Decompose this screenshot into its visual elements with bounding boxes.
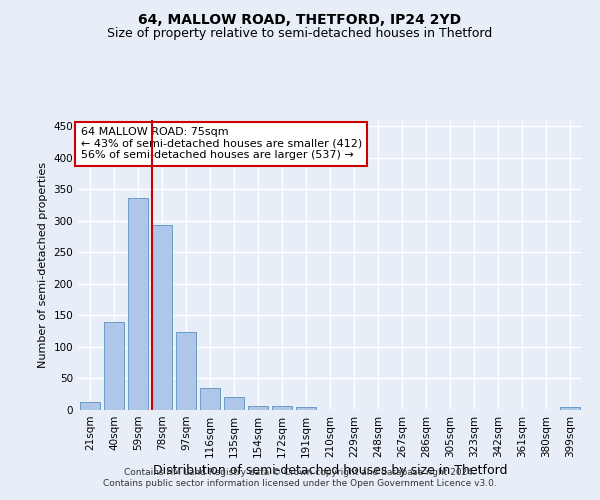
Bar [272, 406, 292, 410]
Text: Contains HM Land Registry data © Crown copyright and database right 2024.
Contai: Contains HM Land Registry data © Crown c… [103, 468, 497, 487]
Bar [200, 388, 220, 410]
Bar [80, 402, 100, 410]
Bar [248, 406, 268, 410]
Bar [176, 332, 196, 410]
Bar [104, 322, 124, 410]
Bar [128, 198, 148, 410]
X-axis label: Distribution of semi-detached houses by size in Thetford: Distribution of semi-detached houses by … [153, 464, 507, 477]
Y-axis label: Number of semi-detached properties: Number of semi-detached properties [38, 162, 48, 368]
Bar [224, 398, 244, 410]
Bar [152, 224, 172, 410]
Text: 64 MALLOW ROAD: 75sqm
← 43% of semi-detached houses are smaller (412)
56% of sem: 64 MALLOW ROAD: 75sqm ← 43% of semi-deta… [80, 127, 362, 160]
Bar [560, 408, 580, 410]
Bar [296, 407, 316, 410]
Text: Size of property relative to semi-detached houses in Thetford: Size of property relative to semi-detach… [107, 28, 493, 40]
Text: 64, MALLOW ROAD, THETFORD, IP24 2YD: 64, MALLOW ROAD, THETFORD, IP24 2YD [139, 12, 461, 26]
